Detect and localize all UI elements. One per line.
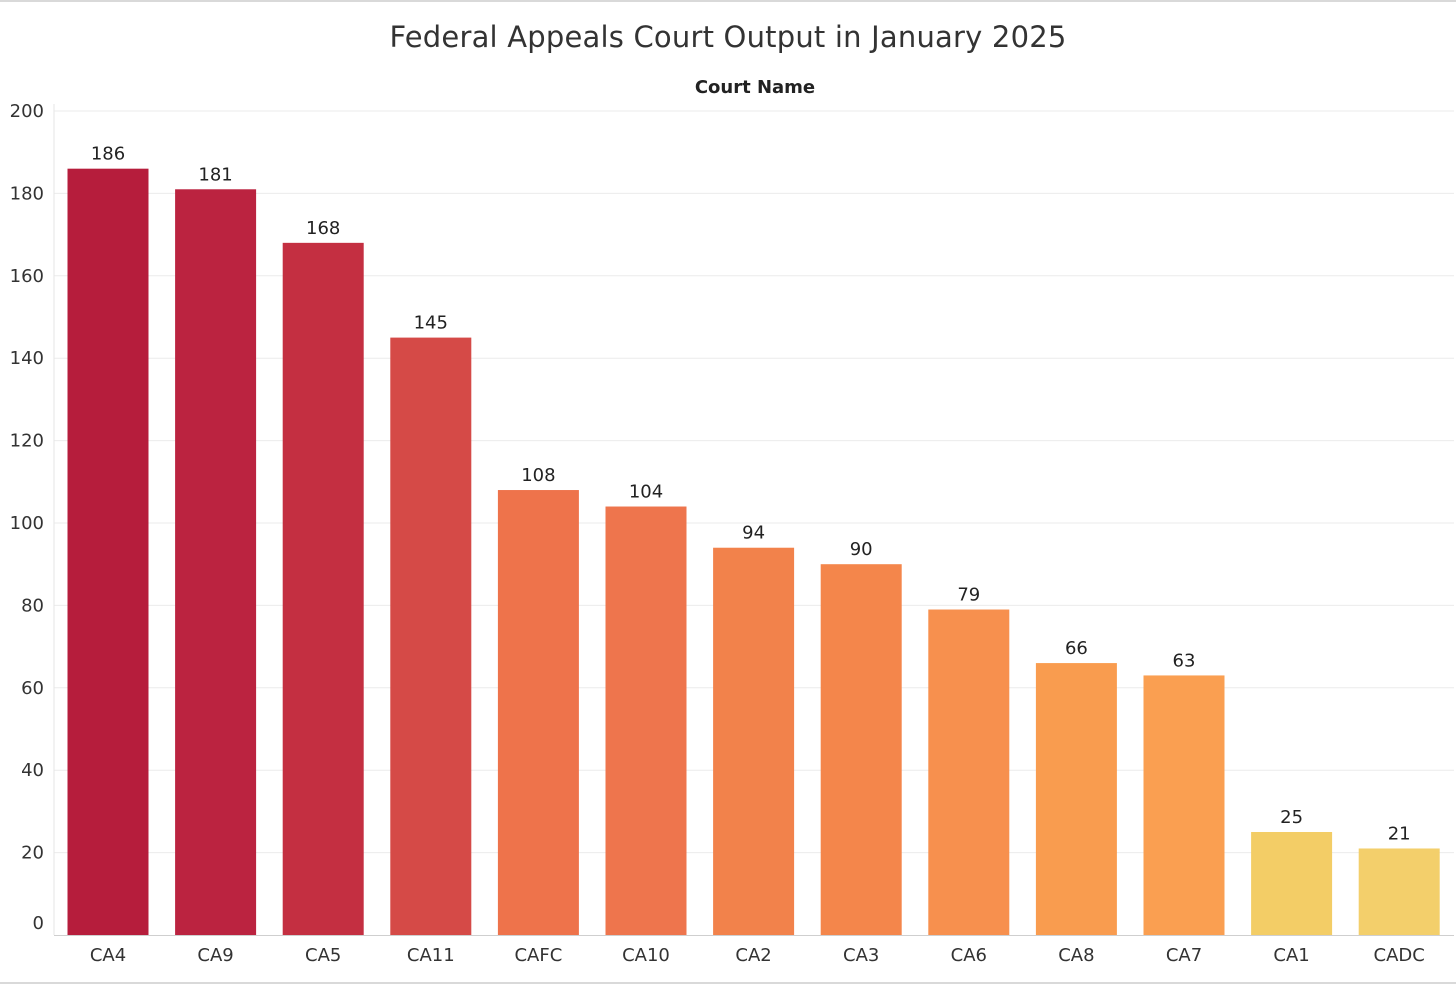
bars: 186 181 168 145 108 104 94 90 79 66 63 25 21: [67, 144, 1440, 936]
y-axis: 0 20 40 60 80 100 120 140 160 180 200: [10, 101, 55, 935]
y-tick-label: 80: [21, 595, 44, 616]
bar-cadc: [1358, 848, 1440, 935]
bar-ca6: [928, 609, 1010, 935]
bar-cafc: [497, 490, 579, 935]
y-tick-label: 0: [33, 913, 44, 934]
x-tick-label: CA3: [843, 945, 879, 966]
x-tick-label: CA10: [622, 945, 670, 966]
data-label: 104: [629, 482, 663, 503]
bar-ca11: [390, 337, 472, 936]
data-label: 25: [1280, 807, 1303, 828]
data-label: 94: [742, 523, 765, 544]
data-label: 108: [521, 465, 555, 486]
data-label: 63: [1173, 650, 1196, 671]
data-label: 66: [1065, 638, 1088, 659]
x-tick-label: CA9: [197, 945, 233, 966]
data-label: 145: [414, 313, 448, 334]
data-label: 186: [91, 144, 125, 165]
y-tick-label: 20: [21, 843, 44, 864]
bar-ca3: [820, 564, 902, 935]
x-tick-label: CA2: [735, 945, 771, 966]
x-tick-label: CADC: [1374, 945, 1425, 966]
data-label: 90: [850, 539, 873, 560]
bar-ca7: [1143, 675, 1225, 935]
y-tick-label: 180: [10, 183, 44, 204]
x-tick-label: CAFC: [514, 945, 562, 966]
x-axis-label: Court Name: [694, 77, 816, 98]
bar-ca10: [605, 506, 687, 935]
y-tick-label: 200: [10, 101, 44, 122]
x-axis: CA4 CA9 CA5 CA11 CAFC CA10 CA2 CA3 CA6 CA8 CA7 CA1 C…: [54, 935, 1454, 966]
bar-ca8: [1035, 663, 1117, 935]
y-tick-label: 40: [21, 760, 44, 781]
y-tick-label: 140: [10, 348, 44, 369]
x-tick-label: CA5: [305, 945, 341, 966]
y-tick-label: 120: [10, 431, 44, 452]
x-tick-label: CA6: [951, 945, 987, 966]
x-tick-label: CA1: [1273, 945, 1309, 966]
data-label: 21: [1388, 823, 1411, 844]
bar-ca4: [67, 168, 149, 935]
data-label: 168: [306, 218, 340, 239]
y-tick-label: 60: [21, 678, 44, 699]
bar-ca9: [175, 189, 257, 935]
x-tick-label: CA11: [407, 945, 455, 966]
x-tick-label: CA4: [90, 945, 126, 966]
bar-ca1: [1251, 832, 1333, 935]
bar-ca5: [282, 242, 364, 936]
x-tick-label: CA7: [1166, 945, 1202, 966]
y-tick-label: 160: [10, 266, 44, 287]
data-label: 79: [957, 585, 980, 606]
x-tick-label: CA8: [1058, 945, 1094, 966]
data-label: 181: [198, 164, 232, 185]
y-tick-label: 100: [10, 513, 44, 534]
chart-title: Federal Appeals Court Output in January …: [389, 20, 1067, 54]
bar-ca2: [713, 547, 795, 935]
